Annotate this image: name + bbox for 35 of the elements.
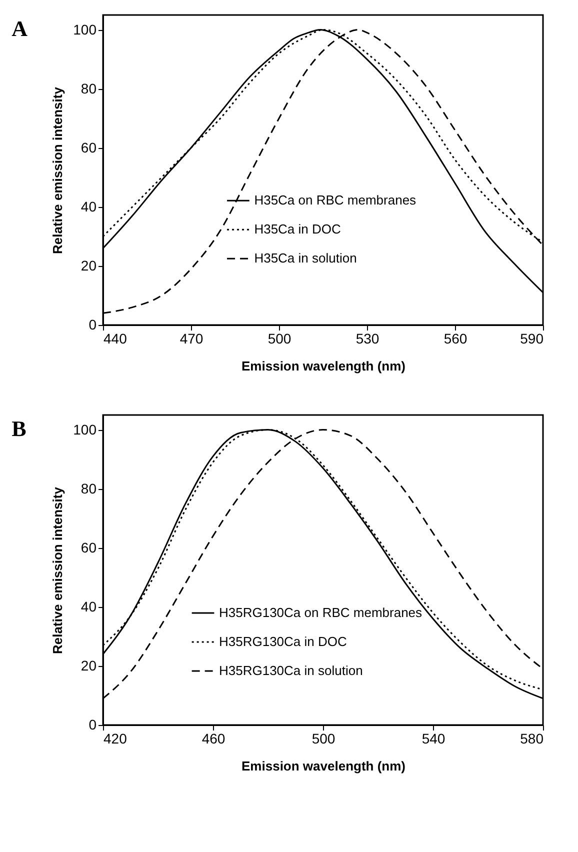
y-tick-label: 40	[80, 598, 97, 614]
y-tick-label: 100	[73, 21, 97, 38]
x-axis-title: Emission wavelength (nm)	[242, 758, 406, 774]
x-tick-label: 420	[104, 730, 128, 746]
x-tick-label: 590	[520, 330, 544, 346]
y-axis-title: Relative emission intensity	[50, 86, 66, 254]
y-tick-label: 60	[80, 539, 97, 556]
x-tick-label: 580	[520, 730, 544, 746]
legend-label: H35Ca in DOC	[254, 222, 341, 237]
x-tick-label: 530	[356, 330, 380, 346]
legend-label: H35RG130Ca on RBC membranes	[219, 605, 423, 620]
x-tick-label: 560	[444, 330, 468, 346]
legend-label: H35RG130Ca in solution	[219, 663, 363, 678]
legend-label: H35Ca on RBC membranes	[254, 192, 417, 208]
y-tick-label: 40	[80, 198, 97, 214]
legend-label: H35RG130Ca in DOC	[219, 634, 347, 649]
chart-title: B	[12, 416, 27, 441]
chart-title: A	[12, 16, 28, 41]
x-tick-label: 470	[180, 330, 204, 346]
y-tick-label: 20	[80, 257, 97, 274]
y-tick-label: 60	[80, 139, 97, 156]
x-tick-label: 540	[422, 730, 446, 746]
x-tick-label: 500	[268, 330, 292, 346]
y-tick-label: 20	[80, 657, 97, 674]
x-tick-label: 500	[312, 730, 336, 746]
y-tick-label: 80	[80, 80, 97, 96]
y-tick-label: 0	[88, 716, 97, 732]
legend-label: H35Ca in solution	[254, 250, 357, 266]
x-tick-label: 460	[202, 730, 226, 746]
x-axis-title: Emission wavelength (nm)	[242, 358, 406, 374]
x-tick-label: 440	[104, 330, 128, 346]
y-tick-label: 80	[80, 480, 97, 496]
y-tick-label: 0	[88, 316, 97, 332]
y-tick-label: 100	[73, 421, 97, 438]
y-axis-title: Relative emission intensity	[50, 486, 66, 654]
